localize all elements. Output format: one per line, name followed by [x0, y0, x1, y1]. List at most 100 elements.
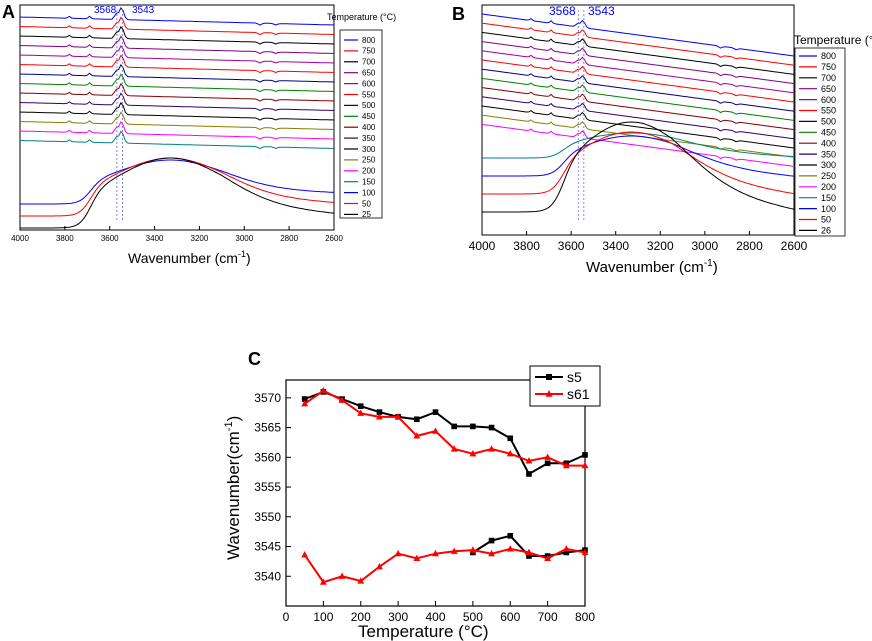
panel-c-x-tick-label: 200	[351, 610, 371, 624]
panel-b-spectrum-200	[481, 123, 795, 167]
panel-b-legend-label: 650	[821, 84, 836, 94]
panel-c-point-s5	[544, 460, 551, 467]
panel-b-spectrum-550	[481, 59, 795, 103]
panel-c-point-s61	[413, 554, 421, 562]
panel-a-spectrum-25	[20, 157, 335, 229]
panel-c-point-s5	[451, 423, 457, 430]
panel-c-point-s5	[357, 403, 364, 409]
panel-b-legend-label: 500	[821, 117, 836, 127]
panel-b-tick-label: 3000	[692, 239, 719, 253]
panel-a-legend-title: Temperature (°C)	[327, 12, 396, 22]
panel-c-point-s5	[432, 409, 439, 415]
panel-c-legend-marker-s5	[546, 374, 552, 380]
panel-a-tick-label: 3200	[191, 234, 209, 243]
panel-b-legend-label: 100	[821, 204, 836, 214]
panel-c-point-s61	[488, 549, 495, 557]
panel-c-line-s61	[304, 389, 585, 467]
panel-b-legend-label: 400	[821, 138, 836, 148]
panel-b-tick-label: 3800	[513, 239, 540, 253]
panel-c-point-s61	[488, 445, 495, 452]
panel-a-legend-label: 550	[362, 90, 376, 99]
panel-c-point-s5	[301, 396, 308, 402]
panel-b-tick-label: 3200	[647, 239, 674, 253]
panel-b-tick-label: 3400	[602, 239, 629, 253]
panel-b-legend-title: Temperature (°C)	[794, 33, 872, 47]
panel-c-y-tick-label: 3555	[254, 480, 281, 494]
panel-a-tick-label: 4000	[11, 234, 29, 243]
panel-b-legend-label: 550	[821, 106, 836, 116]
panel-b-spectrum-700	[481, 31, 795, 75]
panel-c-legend-label-s61: s61	[567, 386, 590, 402]
panel-a-marker-label-3568: 3568	[94, 5, 117, 16]
panel-c-point-s61	[376, 413, 383, 420]
panel-a-x-axis-label: Wavenumber (cm-1)	[128, 249, 251, 266]
panel-b-chart: 4000 3800 3600 3400 3200 3000 2800 2600 3568 35…	[469, 4, 872, 276]
panel-b-spectrum-600	[481, 50, 795, 94]
panel-b-spectrum-150	[482, 132, 795, 159]
panel-c-point-s5	[507, 533, 514, 539]
panel-a-marker-label-3543: 3543	[132, 5, 155, 16]
panel-a-tick-label: 3600	[101, 234, 119, 243]
panel-c-series	[301, 386, 589, 585]
panel-c-point-s61	[525, 548, 533, 556]
panel-c-point-s61	[413, 432, 421, 439]
panel-label-a: A	[2, 2, 15, 22]
panel-a-legend-label: 350	[362, 134, 376, 143]
panel-c-point-s61	[450, 445, 458, 452]
panel-b-legend-label: 600	[821, 95, 836, 105]
panel-c-x-tick-label: 700	[538, 610, 558, 624]
panel-a-tick-label: 2600	[325, 234, 343, 243]
panel-c-point-s61	[338, 572, 346, 579]
panel-c-point-s61	[376, 562, 383, 570]
panel-a-spectrum-800	[19, 6, 335, 26]
panel-b-x-ticks: 4000 3800 3600 3400 3200 3000 2800 2600	[469, 231, 808, 253]
panel-b-spectra	[481, 13, 795, 213]
panel-a-legend-label: 800	[362, 36, 376, 45]
panel-c-y-tick-label: 3550	[254, 510, 281, 524]
panel-b-legend-label: 26	[821, 226, 831, 236]
panel-a-legend-label: 300	[362, 145, 376, 154]
panel-a-legend-label: 700	[362, 58, 376, 67]
panel-b-spectrum-50	[482, 131, 795, 195]
panel-a-legend-label: 150	[362, 178, 376, 187]
panel-c-point-s61	[544, 554, 552, 562]
panel-c-point-s61	[301, 551, 309, 558]
panel-b-marker-label-3568: 3568	[549, 4, 576, 18]
panel-b-legend-label: 150	[821, 193, 836, 203]
panel-c-point-s61	[301, 399, 309, 407]
panel-a-legend-label: 650	[362, 69, 376, 78]
panel-a-chart: 4000 3800 3600 3400 3200 3000 2800 2600 3568 35…	[11, 4, 396, 266]
panel-a-spectrum-450	[19, 73, 335, 93]
panel-a-spectrum-550	[19, 54, 335, 74]
panel-a-spectra	[19, 6, 335, 229]
panel-a-tick-label: 2800	[280, 234, 298, 243]
panel-a-spectrum-650	[19, 35, 335, 55]
panel-label-c: C	[248, 349, 261, 369]
panel-c-axes: 0 100 200 300 400 500 600 700 800 3540 3545 3550 355…	[254, 391, 595, 624]
panel-a-spectrum-200	[19, 120, 335, 140]
panel-a-spectrum-750	[19, 16, 335, 36]
panel-c-line-s61	[303, 547, 586, 584]
panel-b-spectrum-350	[481, 96, 795, 140]
panel-c-point-s5	[376, 409, 383, 415]
panel-b-legend-entries: 8007507006506005505004504003503002502001…	[799, 51, 836, 236]
panel-b-frame	[481, 4, 795, 236]
panel-c-point-s5	[526, 553, 532, 559]
panel-b-tick-label: 4000	[469, 239, 496, 253]
panel-b-legend	[794, 47, 846, 237]
panel-a-tick-label: 3000	[235, 234, 253, 243]
panel-c-y-tick-label: 3565	[254, 421, 281, 435]
panel-b-x-axis-label: Wavenumber (cm-1)	[586, 258, 718, 276]
panel-a-spectrum-250	[19, 111, 335, 131]
panel-c-point-s61	[319, 578, 327, 585]
panel-b-spectrum-26	[482, 121, 795, 213]
panel-c-legend-marker-s61	[545, 390, 553, 397]
panel-label-b: B	[452, 4, 465, 24]
panel-a-spectrum-400	[19, 82, 335, 102]
panel-c-x-tick-label: 100	[313, 610, 333, 624]
panel-c-point-s61	[562, 461, 570, 469]
panel-c-x-axis-label: Temperature (°C)	[358, 622, 489, 641]
panel-b-tick-label: 3600	[558, 239, 585, 253]
panel-b-legend-label: 250	[821, 171, 836, 181]
panel-c-point-s61	[394, 413, 402, 420]
